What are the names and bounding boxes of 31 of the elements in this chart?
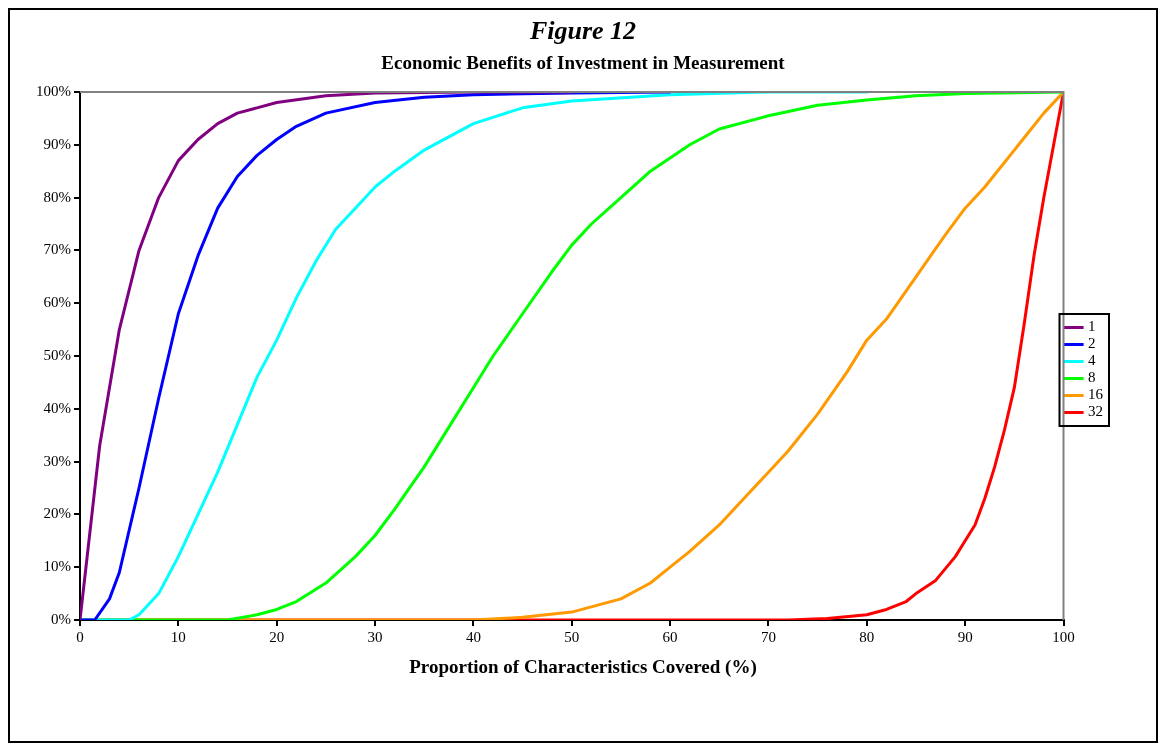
y-tick-label: 70% [43, 241, 71, 258]
legend-label: 4 [1088, 352, 1096, 369]
legend-label: 2 [1088, 335, 1096, 352]
y-tick-label: 30% [43, 452, 71, 469]
x-tick-label: 30 [367, 628, 383, 645]
x-axis-title: Proportion of Characteristics Covered (%) [409, 656, 757, 678]
y-tick-label: 50% [43, 346, 71, 363]
x-tick-label: 50 [564, 628, 580, 645]
y-tick-label: 40% [43, 399, 71, 416]
legend-label: 32 [1088, 403, 1103, 420]
x-tick-label: 10 [170, 628, 186, 645]
x-tick-label: 90 [957, 628, 973, 645]
x-tick-label: 70 [760, 628, 776, 645]
x-tick-label: 100 [1052, 628, 1075, 645]
y-tick-label: 90% [43, 135, 71, 152]
y-tick-label: 0% [51, 610, 71, 627]
legend-label: 16 [1088, 386, 1104, 403]
y-tick-label: 20% [43, 505, 71, 522]
x-tick-label: 40 [465, 628, 481, 645]
x-tick-label: 20 [269, 628, 285, 645]
chart-subtitle: Economic Benefits of Investment in Measurement [381, 52, 785, 74]
y-tick-label: 100% [36, 82, 71, 99]
legend-label: 8 [1088, 369, 1096, 386]
chart-title: Figure 12 [529, 16, 637, 46]
x-tick-label: 80 [859, 628, 875, 645]
y-tick-label: 60% [43, 294, 71, 311]
x-tick-label: 60 [662, 628, 678, 645]
y-tick-label: 10% [43, 558, 71, 575]
y-tick-label: 80% [43, 188, 71, 205]
legend-label: 1 [1088, 318, 1096, 335]
x-tick-label: 0 [76, 628, 84, 645]
